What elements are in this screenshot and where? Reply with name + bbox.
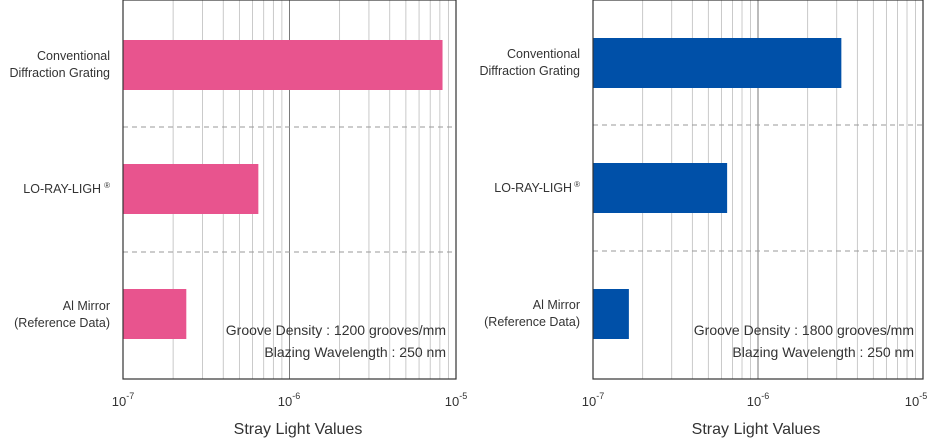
chart-1800-bars [593,38,842,339]
chart-1800-bar [593,289,629,339]
chart-1800-tick-base: 10 [747,394,761,409]
chart-1200-tick-exp: -7 [126,391,134,401]
chart-1800-tick-label: 10-7 [582,391,604,409]
chart-1800-tick-exp: -5 [919,391,927,401]
chart-1200-bar [123,164,259,214]
chart-1800-frame [592,0,924,380]
chart-1800-tick-base: 10 [905,394,919,409]
chart-1800-tick-label: 10-5 [905,391,927,409]
chart-1800-tick-base: 10 [582,394,596,409]
chart-1800-category-label: Conventional [507,47,580,61]
chart-1200-tick-base: 10 [445,394,459,409]
chart-1200-annotation: Groove Density : 1200 grooves/mm [226,322,446,338]
chart-1200-category-label: Diffraction Grating [9,66,110,80]
chart-1200-category-label: LO-RAY-LIGH ® [23,181,110,196]
chart-1200-x-axis-label: Stray Light Values [234,421,363,438]
chart-1200-category-label: Conventional [37,49,110,63]
chart-1800: Conventional Diffraction Grating LO-RAY-… [479,0,927,438]
chart-1800-x-axis-label: Stray Light Values [692,421,821,438]
chart-1800-tick-label: 10-6 [747,391,769,409]
chart-1800-category-label: LO-RAY-LIGH ® [494,180,580,195]
chart-1800-bar [593,163,728,213]
chart-1200-tick-label: 10-5 [445,391,467,409]
chart-1800-bar [593,38,842,88]
chart-1800-separators [593,124,923,252]
registered-mark: ® [574,180,580,189]
chart-1800-category-label-text: LO-RAY-LIGH [494,181,572,195]
chart-1200-bars [123,40,443,339]
chart-1800-tick-exp: -6 [761,391,769,401]
chart-1200-frame [122,0,457,380]
chart-1200-tick-exp: -5 [459,391,467,401]
chart-1200-category-label: Al Mirror [63,299,110,313]
chart-1200-tick-exp: -6 [292,391,300,401]
chart-1800-annotation: Groove Density : 1800 grooves/mm [694,322,914,338]
chart-1200-tick-base: 10 [278,394,292,409]
chart-1200-tick-base: 10 [112,394,126,409]
chart-1200-tick-label: 10-7 [112,391,134,409]
chart-1800-category-label: (Reference Data) [484,315,580,329]
chart-1800-tick-exp: -7 [596,391,604,401]
chart-1200-separators [123,126,456,253]
chart-1200-bar [123,289,187,339]
chart-1200-category-label: (Reference Data) [14,316,110,330]
chart-1200-tick-label: 10-6 [278,391,300,409]
chart-1200: Conventional Diffraction Grating LO-RAY-… [9,0,467,438]
chart-1800-category-label: Diffraction Grating [479,64,580,78]
chart-1200-category-label-text: LO-RAY-LIGH [23,182,101,196]
chart-1200-annotation: Blazing Wavelength : 250 nm [264,344,446,360]
registered-mark: ® [104,181,110,190]
chart-1800-annotation: Blazing Wavelength : 250 nm [732,344,914,360]
chart-1800-category-label: Al Mirror [533,298,580,312]
chart-1200-bar [123,40,443,90]
